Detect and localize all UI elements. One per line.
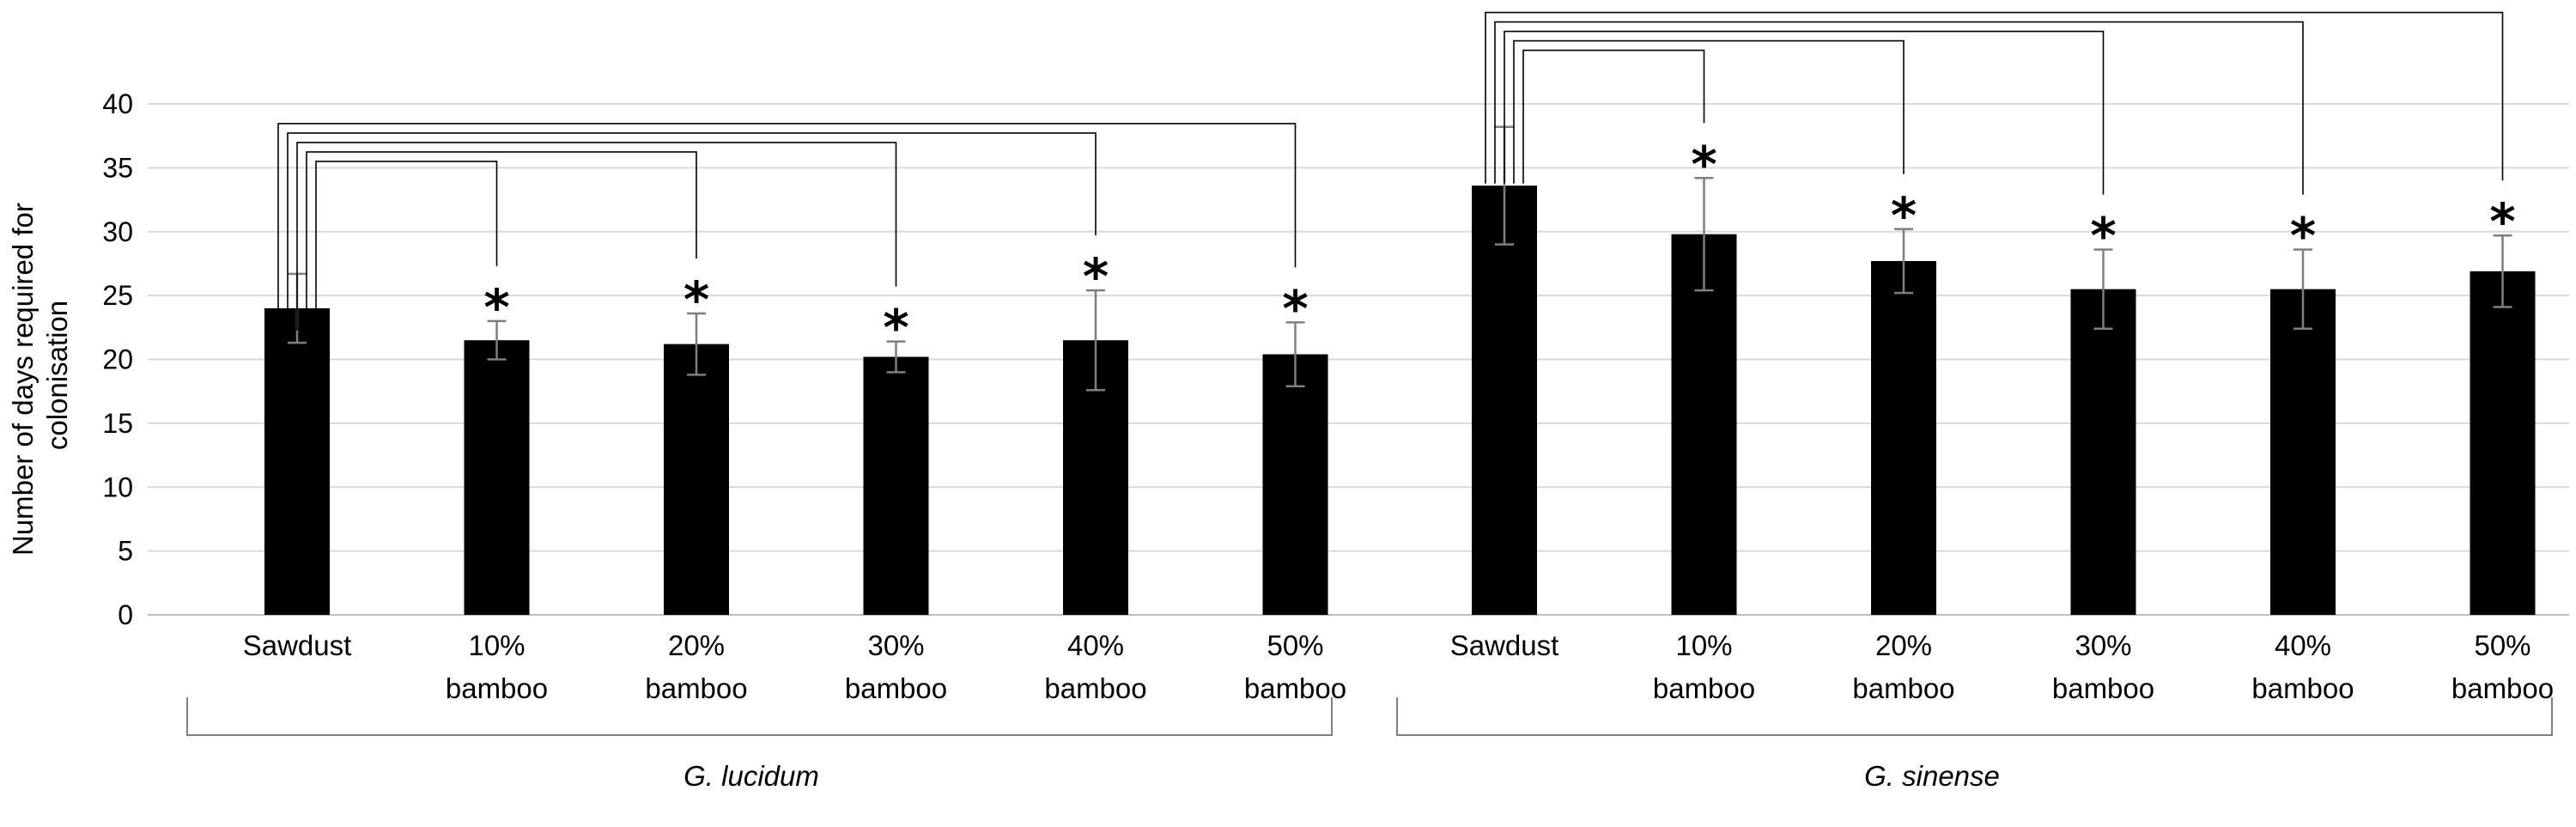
y-tick-label: 25 — [102, 280, 133, 311]
significance-star: * — [483, 278, 509, 337]
significance-bracket — [315, 161, 498, 331]
significance-star: * — [1083, 247, 1109, 306]
y-tick-label: 10 — [102, 471, 133, 502]
category-label: 30% bamboo — [2052, 629, 2154, 704]
significance-bracket — [1504, 30, 2105, 195]
category-label-line: 30% — [2075, 629, 2131, 661]
category-label: 50% bamboo — [1244, 629, 1346, 704]
bar — [664, 344, 729, 615]
category-label-line: 50% — [1267, 629, 1323, 661]
significance-brackets — [277, 11, 2504, 331]
bar — [264, 308, 330, 615]
category-label: 10% bamboo — [446, 629, 548, 704]
significance-bracket — [287, 132, 1097, 331]
bar — [1472, 185, 1537, 615]
category-label-line: bamboo — [645, 672, 747, 704]
significance-star: * — [1891, 186, 1917, 245]
category-label-line: 20% — [668, 629, 725, 661]
category-label: 10% bamboo — [1653, 629, 1755, 704]
category-label-line: 40% — [1067, 629, 1124, 661]
significance-bracket — [1513, 40, 1905, 184]
significance-star: * — [1691, 135, 1716, 193]
category-label-line: bamboo — [1653, 672, 1755, 704]
bar — [464, 340, 530, 615]
bar — [863, 356, 929, 615]
category-label-line: bamboo — [1244, 672, 1346, 704]
y-axis-label: Number of days required for colonisation — [7, 195, 73, 556]
significance-bracket — [306, 151, 697, 331]
category-label-line: bamboo — [2251, 672, 2354, 704]
category-label-line: 50% — [2474, 629, 2530, 661]
category-label-line: bamboo — [446, 672, 548, 704]
y-tick-label: 40 — [102, 88, 133, 119]
category-label: 20% bamboo — [1852, 629, 1954, 704]
category-label-line: Sawdust — [243, 629, 352, 661]
category-label: 50% bamboo — [2451, 629, 2554, 704]
significance-star: * — [2290, 207, 2316, 265]
category-label: Sawdust — [243, 629, 352, 661]
category-label-line: bamboo — [845, 672, 947, 704]
category-label-line: bamboo — [2052, 672, 2154, 704]
bar — [2070, 289, 2136, 615]
axes — [148, 614, 2569, 736]
category-label: 30% bamboo — [845, 629, 947, 704]
category-label-line: 30% — [867, 629, 924, 661]
group-bracket — [1396, 697, 2553, 736]
significance-star: * — [1282, 279, 1308, 337]
significance-bracket — [296, 142, 897, 331]
category-label-line: bamboo — [2451, 672, 2554, 704]
bar — [1871, 260, 1936, 615]
category-label: Sawdust — [1450, 629, 1559, 661]
significance-bracket — [1494, 21, 2304, 195]
category-label-line: Sawdust — [1450, 629, 1559, 661]
bar — [1262, 354, 1328, 615]
y-axis-label-line-1: Number of days required for — [7, 203, 39, 556]
category-label-line: bamboo — [1852, 672, 1954, 704]
bar — [1671, 234, 1737, 615]
bars — [264, 185, 2536, 615]
significance-bracket — [277, 123, 1297, 331]
significance-stars: * * * * * * * * * * — [483, 135, 2515, 356]
category-label: 40% bamboo — [1044, 629, 1146, 704]
significance-bracket — [1485, 11, 2504, 184]
group-label: G. sinense — [1864, 760, 2000, 792]
bar — [2470, 271, 2536, 615]
gridlines — [148, 103, 2569, 552]
y-tick-label: 15 — [102, 408, 133, 439]
category-label-line: 20% — [1875, 629, 1932, 661]
category-label-line: 10% — [468, 629, 525, 661]
y-tick-label: 30 — [102, 216, 133, 247]
category-label-line: 10% — [1675, 629, 1732, 661]
y-tick-label: 35 — [102, 152, 133, 183]
significance-bracket — [1522, 49, 1705, 184]
group-label: G. lucidum — [683, 760, 819, 792]
y-tick-label: 5 — [118, 536, 133, 567]
significance-star: * — [2090, 207, 2116, 265]
significance-star: * — [2489, 192, 2515, 251]
y-tick-label: 20 — [102, 344, 133, 375]
error-bars — [288, 125, 2512, 392]
significance-star: * — [883, 299, 908, 357]
group-bracket — [186, 697, 1333, 736]
category-label-line: 40% — [2275, 629, 2331, 661]
y-tick-label: 0 — [118, 599, 133, 630]
significance-star: * — [683, 271, 709, 329]
category-label-line: bamboo — [1044, 672, 1146, 704]
labels: Number of days required for colonisation… — [7, 88, 2554, 792]
bar — [2270, 289, 2336, 615]
y-axis-label-line-2: colonisation — [41, 301, 73, 450]
category-label: 20% bamboo — [645, 629, 747, 704]
category-label: 40% bamboo — [2251, 629, 2354, 704]
